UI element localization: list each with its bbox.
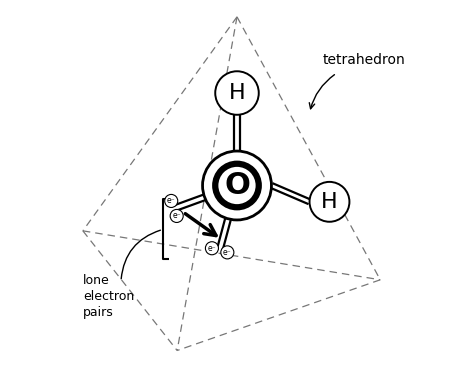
Text: e⁻: e⁻ <box>167 197 175 206</box>
Text: H: H <box>321 192 338 212</box>
Circle shape <box>221 246 234 259</box>
Text: H: H <box>228 83 246 103</box>
Text: tetrahedron: tetrahedron <box>322 53 405 68</box>
Text: O: O <box>224 171 250 200</box>
Circle shape <box>215 164 259 207</box>
Circle shape <box>170 209 183 223</box>
Text: e⁻: e⁻ <box>223 248 232 257</box>
Circle shape <box>164 194 178 207</box>
Circle shape <box>205 242 219 255</box>
Text: e⁻: e⁻ <box>208 244 216 253</box>
Text: lone
electron
pairs: lone electron pairs <box>83 274 134 319</box>
FancyArrowPatch shape <box>310 75 335 109</box>
Circle shape <box>310 182 349 222</box>
Text: e⁻: e⁻ <box>173 211 181 220</box>
FancyArrowPatch shape <box>121 230 160 279</box>
Circle shape <box>202 151 272 220</box>
Circle shape <box>219 168 255 203</box>
Circle shape <box>215 71 259 115</box>
